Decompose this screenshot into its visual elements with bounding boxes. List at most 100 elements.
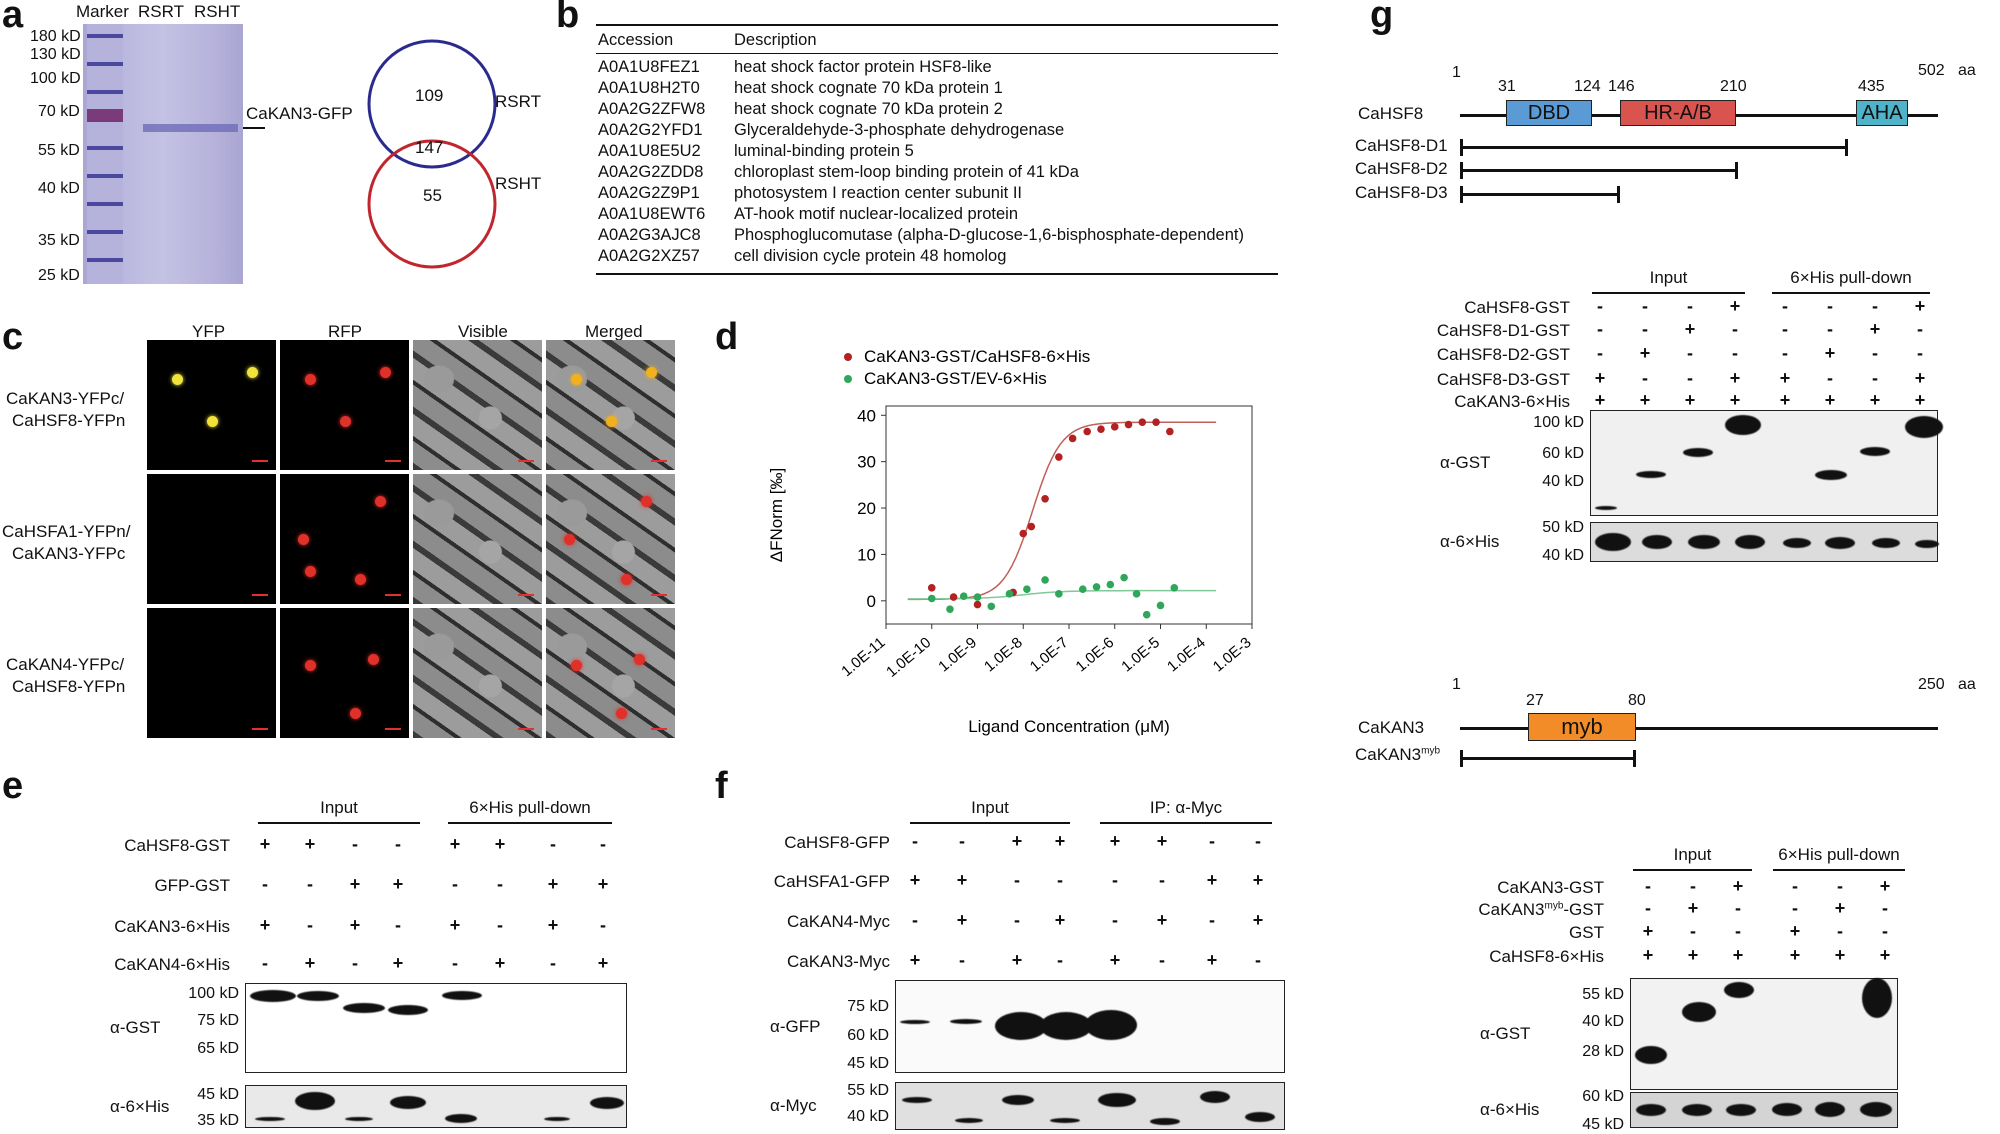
fluorescent-nucleus xyxy=(350,708,361,719)
western-band xyxy=(1150,1118,1180,1125)
description-cell: heat shock factor protein HSF8-like xyxy=(734,58,992,76)
data-point-ev xyxy=(1132,590,1141,598)
sign-plus: + xyxy=(956,910,968,930)
sign-minus: - xyxy=(1827,296,1833,316)
venn-circle-rsrt xyxy=(367,39,497,169)
mw-marker: 75 kD xyxy=(197,1012,239,1029)
sign-minus: - xyxy=(497,874,503,894)
western-band xyxy=(900,1020,930,1024)
fluorescent-nucleus xyxy=(340,416,351,427)
sign-plus: + xyxy=(1684,390,1696,410)
marker-lane xyxy=(87,24,123,284)
sign-plus: + xyxy=(349,874,361,894)
band-label-cakan3-gfp: CaKAN3-GFP xyxy=(246,104,353,123)
sign-plus: + xyxy=(1156,831,1168,851)
data-point-hsf8 xyxy=(1041,494,1049,503)
sign-minus: - xyxy=(1837,876,1843,896)
data-point-ev xyxy=(1041,576,1049,584)
sign-plus: + xyxy=(494,834,506,854)
sign-minus: - xyxy=(912,831,918,851)
sign-minus: - xyxy=(1837,921,1843,941)
western-band xyxy=(343,1003,385,1013)
sign-plus: + xyxy=(1824,343,1836,363)
sign-plus: + xyxy=(1789,945,1801,965)
group-underline xyxy=(1633,869,1752,871)
blot-membrane-bottom xyxy=(1630,1092,1898,1128)
sign-minus: - xyxy=(1782,343,1788,363)
kan3-myb-tick-left xyxy=(1460,750,1463,767)
accession-cell: A0A1U8FEZ1 xyxy=(598,58,700,76)
sign-plus: + xyxy=(1642,945,1654,965)
sign-minus: - xyxy=(1882,921,1888,941)
coomassie-gel xyxy=(83,24,243,284)
sign-minus: - xyxy=(1687,368,1693,388)
fit-curve-ev xyxy=(907,589,1217,600)
sign-plus: + xyxy=(1109,950,1121,970)
fluorescent-nucleus xyxy=(646,367,657,378)
group-underline xyxy=(910,822,1070,824)
sign-plus: + xyxy=(1639,343,1651,363)
scale-bar xyxy=(385,460,401,462)
x-tick-label: 1.0E-8 xyxy=(981,634,1026,675)
microscopy-tile xyxy=(147,340,276,470)
sign-minus: - xyxy=(1645,898,1651,918)
data-point-hsf8 xyxy=(927,584,936,592)
x-tick-label: 1.0E-5 xyxy=(1118,634,1163,675)
western-band xyxy=(1200,1091,1230,1103)
sign-minus: - xyxy=(912,910,918,930)
microscopy-grid xyxy=(147,340,677,740)
sign-minus: - xyxy=(395,915,401,935)
venn-circle-rsht xyxy=(367,139,497,269)
fluorescent-nucleus xyxy=(621,574,632,585)
western-band xyxy=(297,991,339,1001)
row-label: CaHSF8-D1-GST xyxy=(1436,321,1570,340)
mw-marker: 45 kD xyxy=(1582,1116,1624,1133)
western-band xyxy=(1642,535,1672,549)
sign-minus: - xyxy=(1690,876,1696,896)
antibody-label: α-GFP xyxy=(770,1016,821,1036)
western-band xyxy=(955,1118,983,1123)
sign-plus: + xyxy=(1914,368,1926,388)
scale-bar xyxy=(252,460,268,462)
domain-aha: AHA xyxy=(1856,100,1908,126)
venn-both: 147 xyxy=(415,138,444,157)
sign-minus: - xyxy=(959,950,965,970)
fluorescent-nucleus xyxy=(305,566,316,577)
data-point-ev xyxy=(1120,573,1128,582)
scale-bar xyxy=(518,594,534,596)
sign-plus: + xyxy=(597,953,609,973)
western-band xyxy=(1098,1093,1136,1107)
sign-minus: - xyxy=(1014,910,1020,930)
sign-plus: + xyxy=(1732,945,1744,965)
western-band xyxy=(995,1012,1047,1040)
data-point-hsf8 xyxy=(1124,420,1133,429)
accession-cell: A0A2G2Z9P1 xyxy=(598,184,700,202)
group-header: 6×His pull-down xyxy=(469,798,591,817)
sign-plus: + xyxy=(449,834,461,854)
fluorescent-nucleus xyxy=(368,654,379,665)
microscopy-tile xyxy=(546,608,675,738)
sign-plus: + xyxy=(1914,390,1926,410)
scale-bar xyxy=(651,594,667,596)
microscopy-tile xyxy=(147,474,276,604)
sign-minus: - xyxy=(1209,910,1215,930)
sign-minus: - xyxy=(1112,910,1118,930)
row3-line1: CaKAN4-YFPc/ xyxy=(6,655,125,674)
header-accession: Accession xyxy=(598,31,674,49)
sign-plus: + xyxy=(547,874,559,894)
marker-band-70 xyxy=(87,109,123,121)
western-band xyxy=(1905,416,1943,438)
western-band xyxy=(544,1117,570,1121)
mw-marker: 35 kD xyxy=(197,1112,239,1129)
deletion-d2-tick-left xyxy=(1460,162,1463,179)
sign-plus: + xyxy=(1054,831,1066,851)
row-label: CaKAN3-GST xyxy=(1497,878,1604,897)
scale-bar xyxy=(385,594,401,596)
y-tick-label: 40 xyxy=(857,406,876,425)
sign-minus: - xyxy=(1642,296,1648,316)
accession-cell: A0A1U8E5U2 xyxy=(598,142,701,160)
fluorescent-nucleus xyxy=(634,654,645,665)
blot-membrane-bottom xyxy=(895,1082,1285,1130)
sign-plus: + xyxy=(909,870,921,890)
